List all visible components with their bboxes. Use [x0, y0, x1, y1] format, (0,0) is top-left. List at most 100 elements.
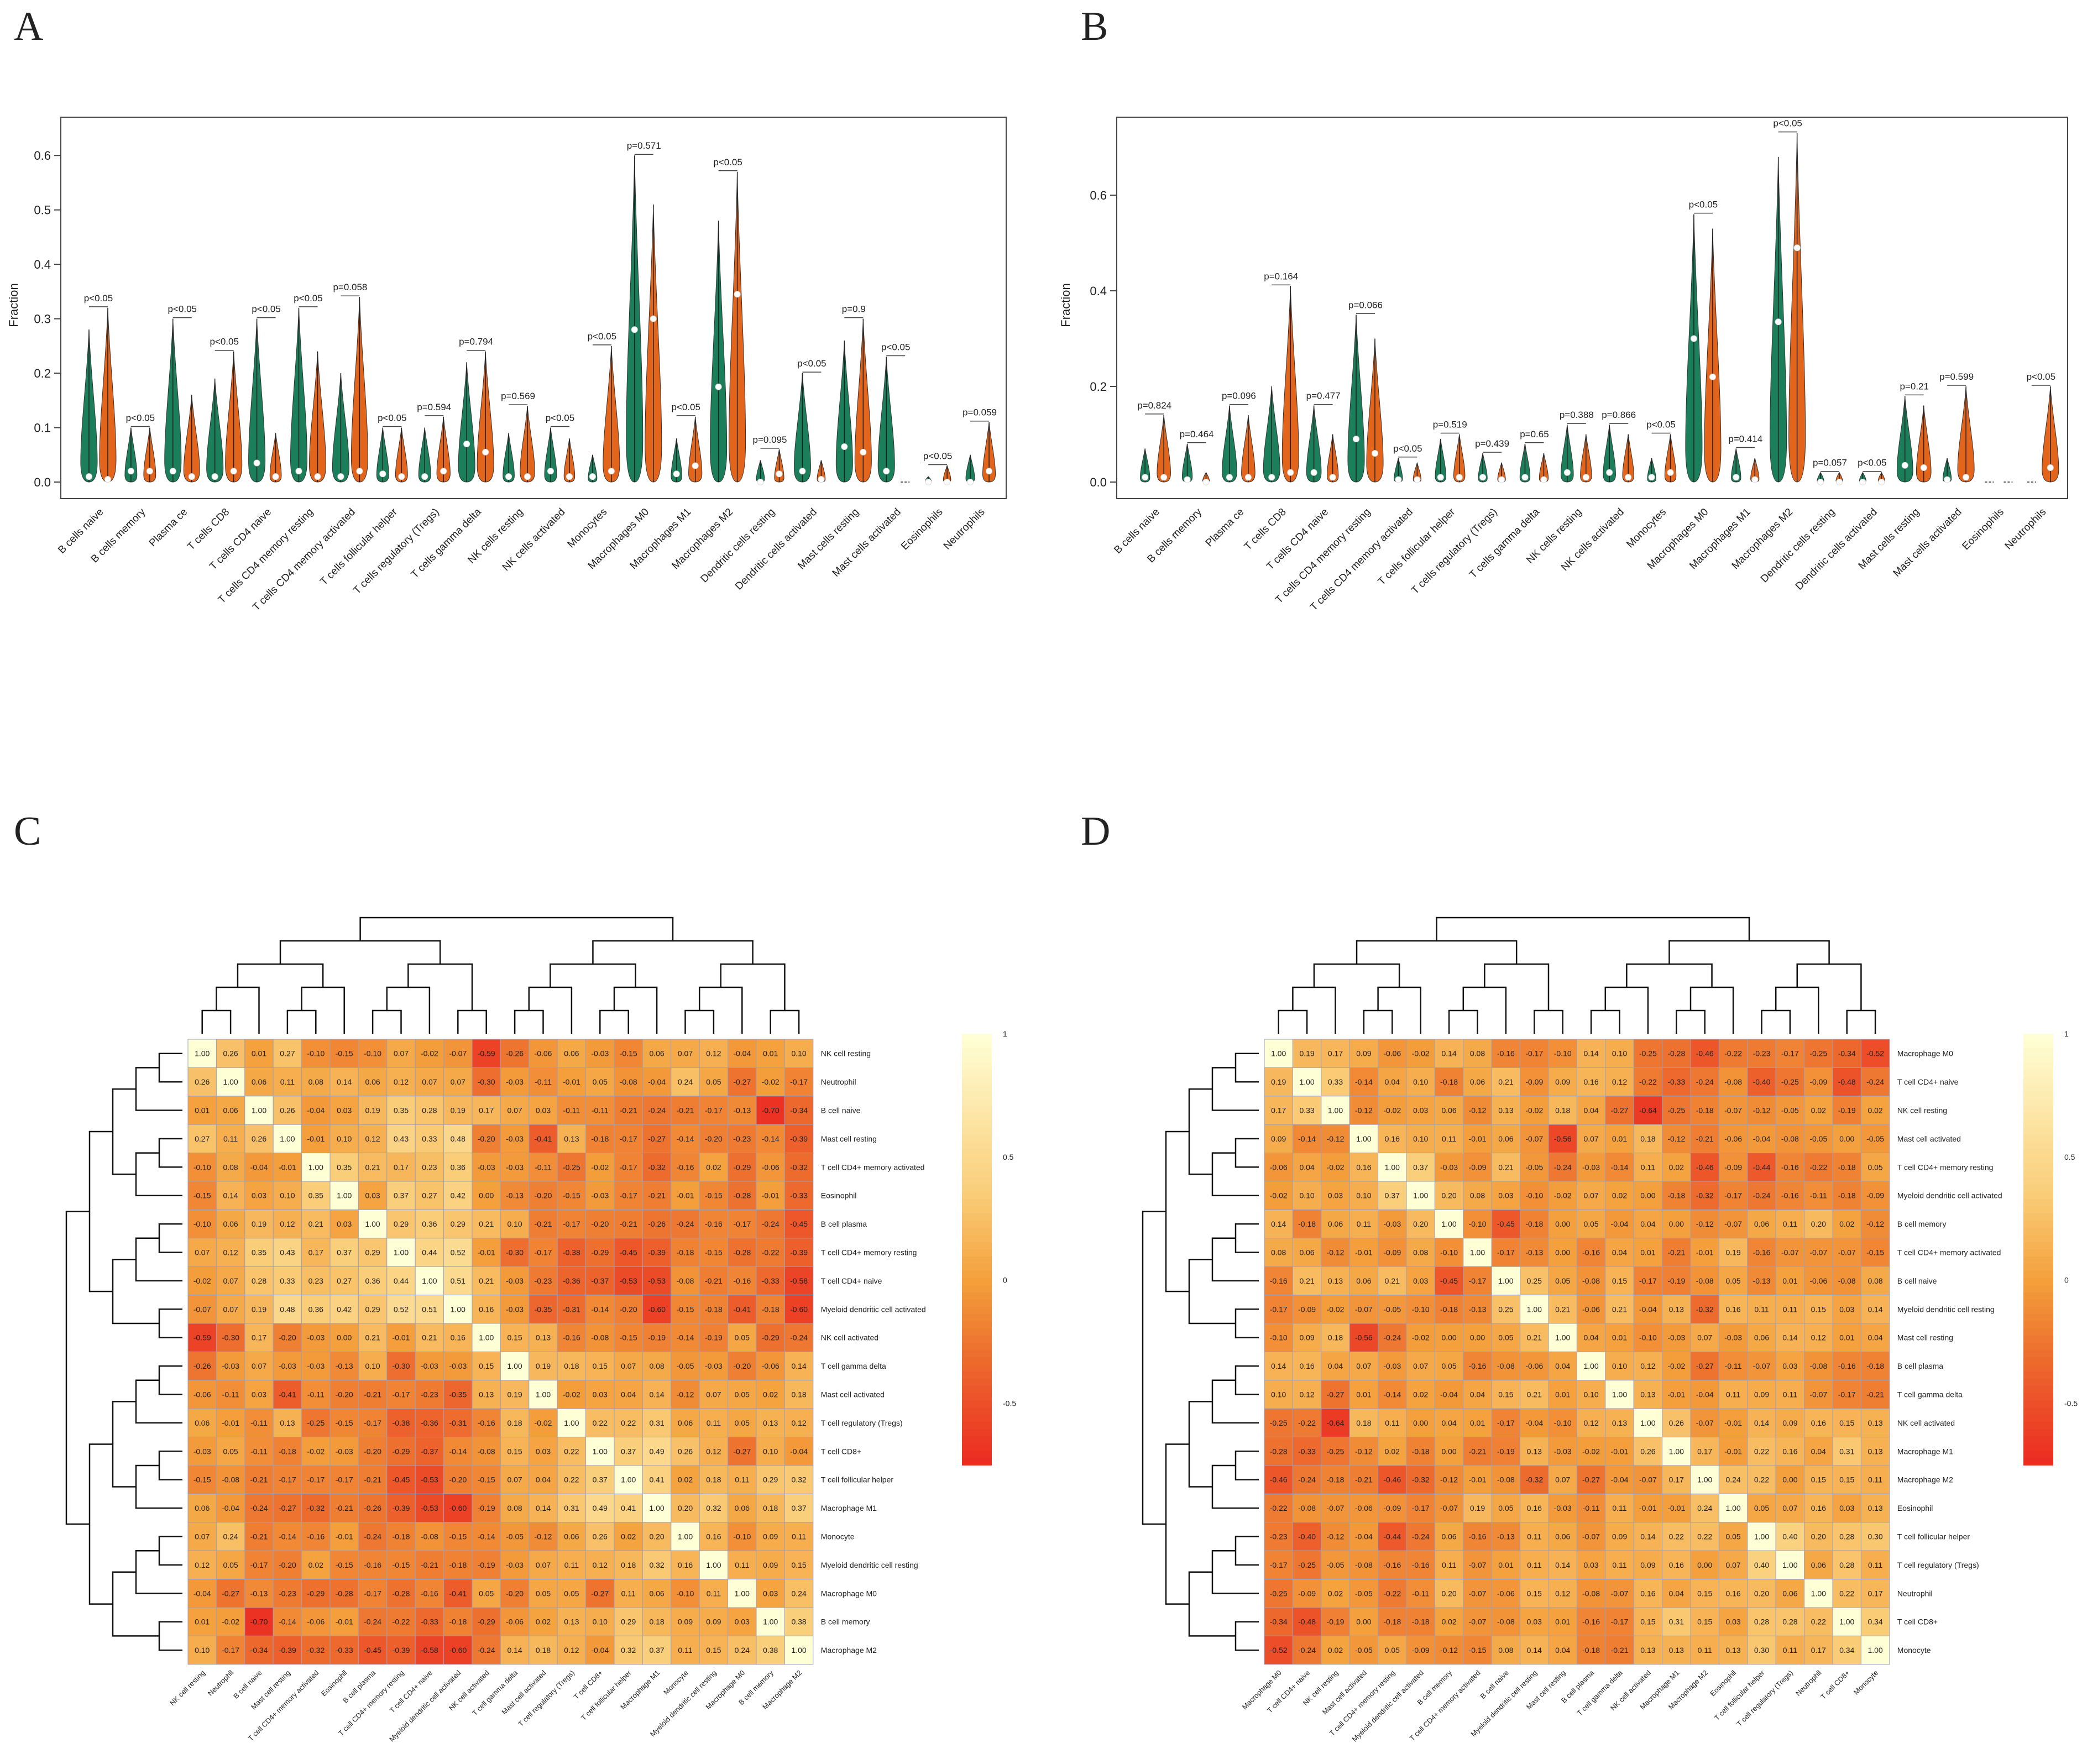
violin-median	[188, 473, 195, 480]
colorbar-segment	[2023, 1458, 2053, 1465]
heatmap-cell	[728, 1465, 757, 1494]
heatmap-cell	[187, 1465, 217, 1494]
heatmap-cell	[557, 1067, 587, 1097]
heatmap-cell	[614, 1181, 643, 1210]
heatmap-cell	[1718, 1039, 1748, 1068]
heatmap-cell-value: -0.25	[1667, 1106, 1685, 1115]
heatmap-cell	[1804, 1493, 1833, 1523]
heatmap-cell-value: 0.15	[1811, 1305, 1826, 1313]
heatmap-cell-value: 0.22	[1669, 1532, 1684, 1541]
heatmap-cell	[216, 1522, 245, 1551]
heatmap-cell-value: 0.05	[735, 1333, 750, 1342]
heatmap-cell-value: 0.24	[1697, 1504, 1712, 1512]
p-value-label: p=0.599	[1939, 371, 1974, 382]
heatmap-cell	[273, 1437, 302, 1466]
heatmap-cell-value: -0.17	[1838, 1390, 1856, 1399]
heatmap-cell-value: 0.37	[649, 1646, 664, 1655]
heatmap-cell-value: 0.01	[1839, 1333, 1854, 1342]
heatmap-cell	[784, 1295, 814, 1324]
row-label: T cell CD4+ memory activated	[821, 1163, 925, 1171]
heatmap-cell-value: 0.00	[1697, 1561, 1712, 1569]
heatmap-cell	[557, 1323, 587, 1352]
category-label: T cells CD8	[1242, 506, 1289, 553]
heatmap-cell-value: -0.11	[250, 1447, 268, 1456]
heatmap-cell-value: -0.23	[421, 1390, 438, 1399]
column-dendrogram-branch	[216, 986, 260, 1034]
heatmap-cell-value: -0.10	[1639, 1333, 1657, 1342]
heatmap-cell	[1576, 1039, 1606, 1068]
heatmap-cell	[1775, 1266, 1805, 1296]
heatmap-cell-value: 0.00	[1470, 1333, 1485, 1342]
heatmap-cell-value: -0.53	[648, 1276, 666, 1285]
heatmap-cell-value: 0.11	[1442, 1134, 1456, 1143]
column-dendrogram-branch	[1604, 986, 1649, 1034]
heatmap-cell	[329, 1351, 359, 1381]
heatmap-cell-value: 0.07	[451, 1077, 465, 1086]
heatmap-cell-value: 0.06	[1555, 1532, 1570, 1541]
heatmap-cell	[1747, 1579, 1776, 1608]
heatmap-cell	[1406, 1153, 1435, 1182]
heatmap-cell-value: 0.37	[621, 1447, 636, 1456]
colorbar-tick-label: 0	[1003, 1276, 1007, 1285]
heatmap-cell-value: -0.12	[1696, 1219, 1714, 1228]
heatmap-cell	[1605, 1635, 1634, 1665]
heatmap-cell	[642, 1465, 672, 1494]
heatmap-cell-value: -0.08	[677, 1276, 694, 1285]
heatmap-cell	[1662, 1635, 1691, 1665]
heatmap-cell-value: 0.35	[337, 1163, 352, 1171]
p-value-label: p<0.05	[1393, 443, 1422, 454]
violin-median	[692, 462, 699, 469]
heatmap-cell-value: -0.33	[421, 1618, 438, 1626]
heatmap-cell	[1292, 1067, 1322, 1097]
heatmap-cell-value: 0.10	[507, 1219, 522, 1228]
heatmap-cell	[1264, 1437, 1293, 1466]
heatmap-cell	[1804, 1465, 1833, 1494]
heatmap-cell-value: -0.03	[478, 1163, 495, 1171]
heatmap-cell	[1605, 1295, 1634, 1324]
heatmap-cell-value: 0.06	[649, 1049, 664, 1058]
heatmap-cell-value: 0.05	[1725, 1276, 1740, 1285]
heatmap-cell-value: -0.10	[733, 1532, 751, 1541]
heatmap-cell-value: 0.11	[1357, 1219, 1371, 1228]
heatmap-cell-value: -0.07	[1525, 1134, 1543, 1143]
heatmap-cell-value: -0.17	[1412, 1504, 1430, 1512]
heatmap-cell	[329, 1238, 359, 1267]
heatmap-cell-value: -0.06	[193, 1390, 211, 1399]
p-value-label: p=0.21	[1900, 381, 1928, 391]
colorbar-segment	[2023, 1357, 2053, 1365]
p-value-label: p<0.05	[713, 157, 742, 167]
heatmap-cell-value: 0.28	[1839, 1532, 1854, 1541]
heatmap-cell	[1292, 1351, 1322, 1381]
heatmap-cell	[1832, 1209, 1861, 1239]
heatmap-cell	[585, 1039, 615, 1068]
heatmap-cell-value: -0.21	[1696, 1134, 1714, 1143]
heatmap-cell	[614, 1522, 643, 1551]
heatmap-cell	[1747, 1067, 1776, 1097]
heatmap-cell	[728, 1522, 757, 1551]
heatmap-cell	[585, 1607, 615, 1636]
heatmap-cell-value: -0.16	[478, 1418, 495, 1427]
heatmap-cell-value: 0.18	[536, 1646, 551, 1655]
heatmap-cell	[1633, 1408, 1663, 1438]
colorbar-segment	[962, 1300, 992, 1307]
heatmap-cell	[1576, 1380, 1606, 1409]
heatmap-cell	[1662, 1579, 1691, 1608]
heatmap-cell-value: -0.17	[620, 1163, 637, 1171]
row-label: Macrophage M0	[1897, 1049, 1953, 1058]
heatmap-cell-value: 0.17	[1697, 1447, 1712, 1456]
heatmap-cell-value: 0.05	[1555, 1276, 1570, 1285]
heatmap-cell-value: 0.07	[536, 1561, 551, 1569]
heatmap-cell-value: 0.06	[1356, 1276, 1371, 1285]
heatmap-cell	[1747, 1351, 1776, 1381]
heatmap-cell-value: 0.24	[1725, 1475, 1740, 1484]
heatmap-cell-value: -0.04	[1696, 1390, 1714, 1399]
heatmap-cell	[1747, 1266, 1776, 1296]
heatmap-cell	[1633, 1579, 1663, 1608]
heatmap-cell-value: 0.13	[1669, 1646, 1684, 1655]
heatmap-cell-value: 0.11	[564, 1561, 579, 1569]
heatmap-cell-value: -0.20	[535, 1191, 552, 1200]
heatmap-cell-value: 0.43	[394, 1134, 409, 1143]
heatmap-cell-value: -0.14	[762, 1134, 780, 1143]
heatmap-cell-value: -0.41	[449, 1589, 467, 1598]
heatmap-cell	[1434, 1579, 1464, 1608]
